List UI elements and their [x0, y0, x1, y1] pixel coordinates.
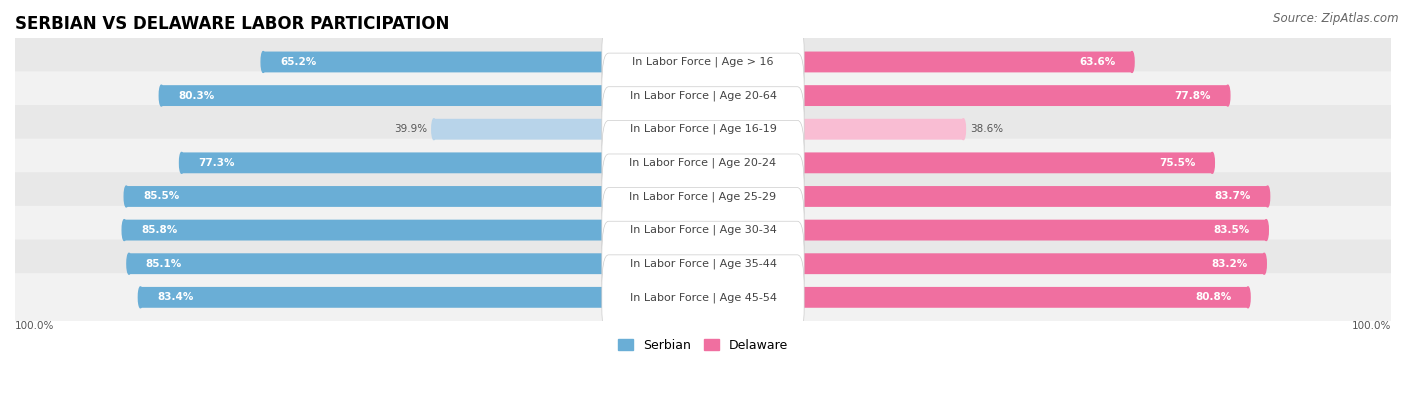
Text: In Labor Force | Age 35-44: In Labor Force | Age 35-44: [630, 258, 776, 269]
Text: 83.2%: 83.2%: [1211, 259, 1247, 269]
Circle shape: [1130, 51, 1135, 72]
Circle shape: [702, 85, 704, 106]
FancyBboxPatch shape: [703, 220, 1267, 241]
Text: 83.4%: 83.4%: [157, 292, 194, 302]
Text: In Labor Force | Age 45-54: In Labor Force | Age 45-54: [630, 292, 776, 303]
Circle shape: [127, 253, 131, 274]
FancyBboxPatch shape: [602, 120, 804, 205]
Text: In Labor Force | Age 25-29: In Labor Force | Age 25-29: [630, 191, 776, 202]
FancyBboxPatch shape: [602, 154, 804, 239]
Legend: Serbian, Delaware: Serbian, Delaware: [613, 334, 793, 357]
FancyBboxPatch shape: [602, 87, 804, 172]
Circle shape: [1246, 287, 1250, 308]
Circle shape: [1264, 220, 1268, 241]
Text: 39.9%: 39.9%: [394, 124, 427, 134]
Circle shape: [702, 51, 704, 72]
Text: 85.5%: 85.5%: [143, 192, 180, 201]
Circle shape: [962, 119, 966, 140]
Text: 85.8%: 85.8%: [141, 225, 177, 235]
Circle shape: [1263, 253, 1267, 274]
FancyBboxPatch shape: [703, 287, 1249, 308]
Circle shape: [702, 186, 704, 207]
Circle shape: [702, 253, 704, 274]
Text: 77.8%: 77.8%: [1174, 90, 1211, 101]
Text: 38.6%: 38.6%: [970, 124, 1004, 134]
FancyBboxPatch shape: [13, 206, 1393, 254]
Text: 65.2%: 65.2%: [280, 57, 316, 67]
Text: In Labor Force | Age 16-19: In Labor Force | Age 16-19: [630, 124, 776, 134]
Text: 75.5%: 75.5%: [1159, 158, 1195, 168]
Text: 83.7%: 83.7%: [1215, 192, 1251, 201]
FancyBboxPatch shape: [434, 119, 703, 140]
FancyBboxPatch shape: [602, 255, 804, 340]
Circle shape: [702, 51, 704, 72]
Circle shape: [180, 152, 184, 173]
Text: 80.3%: 80.3%: [179, 90, 215, 101]
FancyBboxPatch shape: [263, 51, 703, 72]
Text: 100.0%: 100.0%: [15, 321, 55, 331]
FancyBboxPatch shape: [13, 172, 1393, 221]
Text: 63.6%: 63.6%: [1078, 57, 1115, 67]
FancyBboxPatch shape: [13, 139, 1393, 187]
Text: In Labor Force | Age 20-64: In Labor Force | Age 20-64: [630, 90, 776, 101]
Circle shape: [702, 119, 704, 140]
FancyBboxPatch shape: [162, 85, 703, 106]
Text: Source: ZipAtlas.com: Source: ZipAtlas.com: [1274, 12, 1399, 25]
Text: 100.0%: 100.0%: [1351, 321, 1391, 331]
FancyBboxPatch shape: [703, 85, 1227, 106]
Circle shape: [1265, 186, 1270, 207]
FancyBboxPatch shape: [127, 186, 703, 207]
Circle shape: [702, 85, 704, 106]
Circle shape: [124, 186, 128, 207]
FancyBboxPatch shape: [602, 19, 804, 104]
Circle shape: [159, 85, 163, 106]
FancyBboxPatch shape: [124, 220, 703, 241]
Circle shape: [702, 186, 704, 207]
FancyBboxPatch shape: [129, 253, 703, 274]
Circle shape: [702, 119, 704, 140]
Circle shape: [702, 287, 704, 308]
Text: In Labor Force | Age 30-34: In Labor Force | Age 30-34: [630, 225, 776, 235]
FancyBboxPatch shape: [13, 71, 1393, 120]
Circle shape: [702, 287, 704, 308]
FancyBboxPatch shape: [13, 38, 1393, 86]
FancyBboxPatch shape: [703, 152, 1212, 173]
FancyBboxPatch shape: [602, 188, 804, 273]
Circle shape: [1211, 152, 1215, 173]
Circle shape: [432, 119, 436, 140]
FancyBboxPatch shape: [181, 152, 703, 173]
Text: In Labor Force | Age 20-24: In Labor Force | Age 20-24: [630, 158, 776, 168]
Circle shape: [138, 287, 142, 308]
Text: In Labor Force | Age > 16: In Labor Force | Age > 16: [633, 57, 773, 67]
FancyBboxPatch shape: [703, 51, 1132, 72]
FancyBboxPatch shape: [703, 253, 1264, 274]
FancyBboxPatch shape: [703, 119, 963, 140]
FancyBboxPatch shape: [13, 239, 1393, 288]
Text: 77.3%: 77.3%: [198, 158, 235, 168]
FancyBboxPatch shape: [141, 287, 703, 308]
Text: 83.5%: 83.5%: [1213, 225, 1250, 235]
Circle shape: [702, 253, 704, 274]
Circle shape: [702, 220, 704, 241]
Text: 80.8%: 80.8%: [1195, 292, 1232, 302]
FancyBboxPatch shape: [602, 53, 804, 138]
Circle shape: [262, 51, 266, 72]
FancyBboxPatch shape: [13, 105, 1393, 153]
Circle shape: [1226, 85, 1230, 106]
Circle shape: [702, 152, 704, 173]
Circle shape: [122, 220, 127, 241]
Text: SERBIAN VS DELAWARE LABOR PARTICIPATION: SERBIAN VS DELAWARE LABOR PARTICIPATION: [15, 15, 450, 34]
Text: 85.1%: 85.1%: [146, 259, 183, 269]
Circle shape: [702, 152, 704, 173]
FancyBboxPatch shape: [13, 273, 1393, 322]
FancyBboxPatch shape: [703, 186, 1268, 207]
FancyBboxPatch shape: [602, 221, 804, 306]
Circle shape: [702, 220, 704, 241]
